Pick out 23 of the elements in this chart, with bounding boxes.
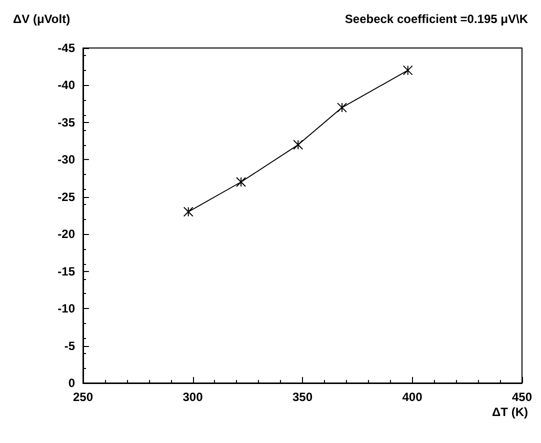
- point: [183, 206, 194, 217]
- text: Seebeck coefficient =0.195 μV\K: [344, 12, 528, 26]
- y-tick-label: -20: [58, 227, 76, 242]
- x-tick-label: 250: [72, 390, 94, 404]
- x-tick-label: 300: [182, 390, 204, 404]
- point: [402, 65, 413, 76]
- y-tick-label: -10: [58, 302, 76, 316]
- y-tick-label: -40: [58, 78, 76, 92]
- point: [293, 140, 304, 150]
- x-tick-label: 450: [512, 390, 532, 404]
- y-tick-label: -45: [58, 41, 76, 55]
- y-tick-label: -15: [58, 264, 76, 278]
- x-tick-label: 400: [402, 390, 423, 404]
- y-tick-label: -5: [64, 338, 76, 353]
- x-tick-label: 350: [292, 390, 313, 404]
- y-tick-label: -25: [58, 190, 76, 204]
- point: [236, 177, 246, 187]
- y-tick-label: -35: [58, 115, 76, 130]
- y-axis-title: ΔV (μVolt): [13, 12, 70, 26]
- y-tick-label: 0: [68, 376, 76, 390]
- y-tick-label: -30: [58, 152, 76, 167]
- x-axis-title: ΔT (K): [492, 405, 528, 419]
- point: [337, 102, 348, 113]
